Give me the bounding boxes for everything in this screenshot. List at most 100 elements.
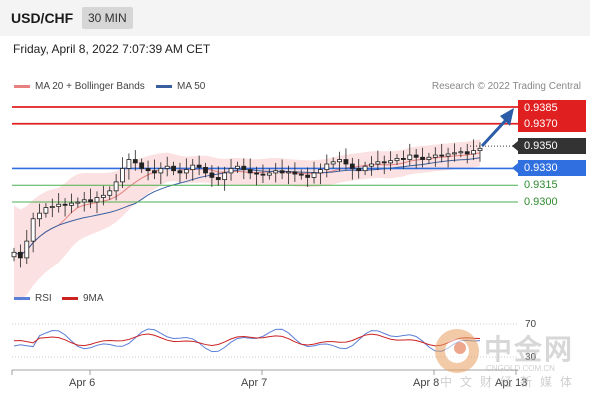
candle: [228, 168, 234, 174]
x-tick-label: Apr 6: [69, 377, 96, 389]
forecast-arrow: [480, 108, 514, 148]
candle: [286, 171, 291, 174]
candle: [126, 159, 132, 169]
candle: [132, 159, 138, 164]
candle: [471, 150, 477, 155]
candle: [11, 251, 17, 258]
candle: [298, 173, 304, 176]
candle: [375, 161, 381, 165]
candle: [30, 218, 36, 242]
candle: [120, 168, 125, 183]
candle: [113, 181, 119, 192]
pivot-marker-icon: [512, 163, 518, 173]
candle: [190, 164, 196, 170]
legend-rsi: RSI: [14, 293, 52, 304]
price-label-s1: 0.9315: [524, 179, 558, 191]
candle: [241, 165, 247, 170]
watermark-url: CNGOLD.COM.CN: [486, 364, 555, 373]
candle: [381, 161, 387, 164]
legend-rsi-ma: 9MA: [62, 293, 104, 304]
candle: [43, 207, 49, 214]
candle: [477, 147, 483, 151]
candle: [330, 161, 336, 165]
candle: [458, 151, 464, 154]
watermark-brand: 中金网: [484, 334, 575, 365]
timestamp: Friday, April 8, 2022 7:07:39 AM CET: [13, 42, 211, 56]
candle: [369, 163, 374, 167]
ma20-line: [13, 152, 481, 256]
candle: [81, 199, 87, 203]
candle: [324, 163, 330, 170]
candle: [145, 168, 151, 172]
timeframe-button[interactable]: 30 MIN: [82, 7, 133, 29]
legend-bollinger-label: MA 20 + Bollinger Bands: [35, 81, 145, 92]
candle: [235, 165, 240, 169]
currency-pair-title: USD/CHF: [11, 10, 74, 26]
candle: [158, 168, 164, 174]
candle: [196, 164, 202, 168]
candle: [88, 199, 94, 203]
research-credit: Research © 2022 Trading Central: [431, 81, 581, 92]
bollinger-band: [14, 139, 480, 301]
candle: [266, 172, 272, 176]
candle: [292, 171, 298, 175]
candle: [100, 194, 106, 198]
legend-rsi-label: RSI: [35, 293, 52, 304]
candle: [222, 172, 228, 181]
rsi-line: [13, 328, 481, 353]
price-label-s2: 0.9300: [524, 196, 558, 208]
forecast-arrow-shaft: [480, 118, 508, 148]
candle: [37, 212, 42, 220]
candle: [69, 202, 74, 206]
legend-ma50: MA 50: [156, 81, 205, 92]
candle: [343, 159, 349, 165]
candle: [452, 152, 457, 155]
legend-bollinger: MA 20 + Bollinger Bands: [14, 81, 145, 92]
candle: [24, 240, 30, 259]
candle: [273, 170, 279, 174]
candle: [420, 156, 425, 160]
candle: [49, 206, 55, 208]
candle: [356, 168, 362, 172]
legend-rsi-ma-label: 9MA: [83, 293, 104, 304]
x-tick-label: Apr 7: [241, 377, 268, 389]
candle: [56, 203, 62, 207]
candle: [426, 156, 432, 160]
cngold-logo-icon: [435, 329, 479, 373]
rsi-swatch-icon: [14, 297, 30, 300]
chart-header: USD/CHF 30 MIN: [0, 0, 590, 36]
candle: [260, 173, 266, 176]
candle: [215, 177, 221, 181]
rsi-ma-swatch-icon: [62, 297, 78, 300]
candle: [362, 165, 368, 172]
candle: [439, 154, 445, 157]
candle: [247, 169, 253, 174]
rsi-level-30: 30: [525, 352, 537, 363]
candle: [75, 201, 81, 204]
candle: [139, 162, 145, 169]
x-tick-label: Apr 8: [413, 377, 440, 389]
candle: [183, 169, 189, 174]
candle: [311, 172, 317, 178]
candle: [203, 166, 208, 174]
candle: [413, 154, 419, 158]
rsi-level-70: 70: [525, 319, 537, 330]
candle: [254, 172, 259, 175]
candle: [305, 174, 311, 178]
candle: [152, 170, 157, 174]
candle: [432, 154, 438, 158]
watermark-subtitle: 中文财经新媒体: [440, 375, 581, 389]
candle: [349, 163, 355, 169]
candle: [62, 203, 68, 206]
candle: [177, 170, 183, 174]
candle: [394, 158, 400, 162]
price-tag-pivot: 0.9330: [518, 160, 586, 176]
last-marker-icon: [512, 141, 518, 151]
bollinger-swatch-icon: [14, 85, 30, 88]
candle: [107, 190, 113, 196]
candle: [164, 165, 170, 169]
price-tag-r2: 0.9385: [518, 100, 586, 116]
candle: [94, 197, 100, 203]
candle: [400, 158, 406, 160]
